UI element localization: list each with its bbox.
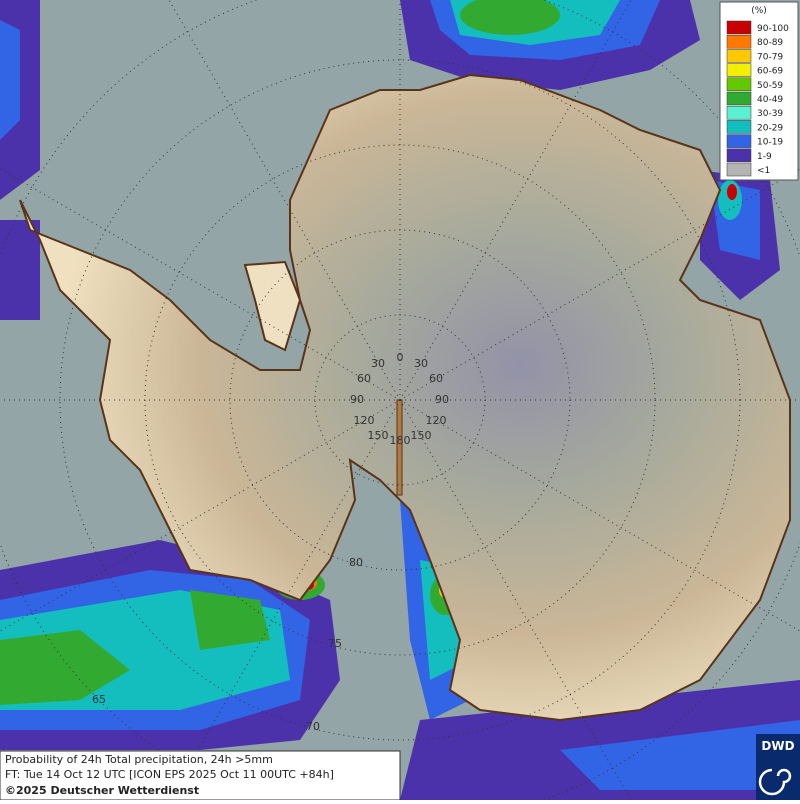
legend-swatch: [726, 77, 752, 92]
legend-swatch: [726, 162, 752, 177]
meridian-label: 60: [357, 372, 371, 385]
legend-unit: (%): [751, 6, 767, 16]
meridian-label: 120: [354, 414, 375, 427]
legend-swatch: [726, 34, 752, 49]
legend-label: 80-89: [757, 38, 783, 48]
meridian-label: 90: [435, 393, 449, 406]
meridian-label: 30: [414, 357, 428, 370]
legend-label: 50-59: [757, 81, 783, 91]
peninsula-island: [243, 260, 302, 352]
legend-swatch: [726, 63, 752, 77]
footer-line: FT: Tue 14 Oct 12 UTC [ICON EPS 2025 Oct…: [5, 768, 334, 781]
meridian-label: 60: [429, 372, 443, 385]
legend-swatch: [726, 91, 752, 106]
legend-label: 30-39: [757, 109, 783, 119]
legend-label: 60-69: [757, 67, 783, 77]
footer-box: [0, 750, 401, 801]
meridian-label: 0: [397, 351, 404, 364]
parallel-label: 75: [328, 637, 342, 650]
legend-label: 70-79: [757, 52, 783, 62]
legend-label: 40-49: [757, 95, 783, 105]
logo: DWD: [761, 739, 794, 753]
logo-swirl: [758, 768, 792, 796]
footer-line: ©2025 Deutscher Wetterdienst: [5, 784, 199, 797]
legend: (%) 90-100 80-89 70-79 60-69 50-59 40-49 30-39…: [719, 1, 799, 181]
legend-label: <1: [757, 166, 770, 176]
meridian-label: 30: [371, 357, 385, 370]
legend-swatch: [726, 105, 752, 120]
meridian-label: 120: [426, 414, 447, 427]
meridian-label: 150: [368, 429, 389, 442]
legend-swatch: [726, 120, 752, 134]
footer-line: Probability of 24h Total precipitation, …: [5, 753, 273, 766]
legend-swatch: [726, 20, 752, 35]
parallel-label: 65: [92, 693, 106, 706]
legend-swatch: [726, 49, 752, 63]
grid-labels: 0 30 60 90 120 150 30 60 90 120 150 180 …: [92, 351, 449, 733]
legend-swatch: [726, 148, 752, 163]
legend-label: 10-19: [757, 138, 783, 148]
meridian-label: 150: [411, 429, 432, 442]
parallel-label: 70: [306, 720, 320, 733]
legend-label: 20-29: [757, 123, 783, 133]
parallel-label: 80: [349, 556, 363, 569]
meridian-label: 180: [390, 434, 411, 447]
meridian-strip: [396, 399, 403, 496]
legend-swatch: [726, 134, 752, 148]
meridian-label: 90: [350, 393, 364, 406]
legend-label: 90-100: [757, 24, 789, 34]
legend-label: 1-9: [757, 152, 772, 162]
